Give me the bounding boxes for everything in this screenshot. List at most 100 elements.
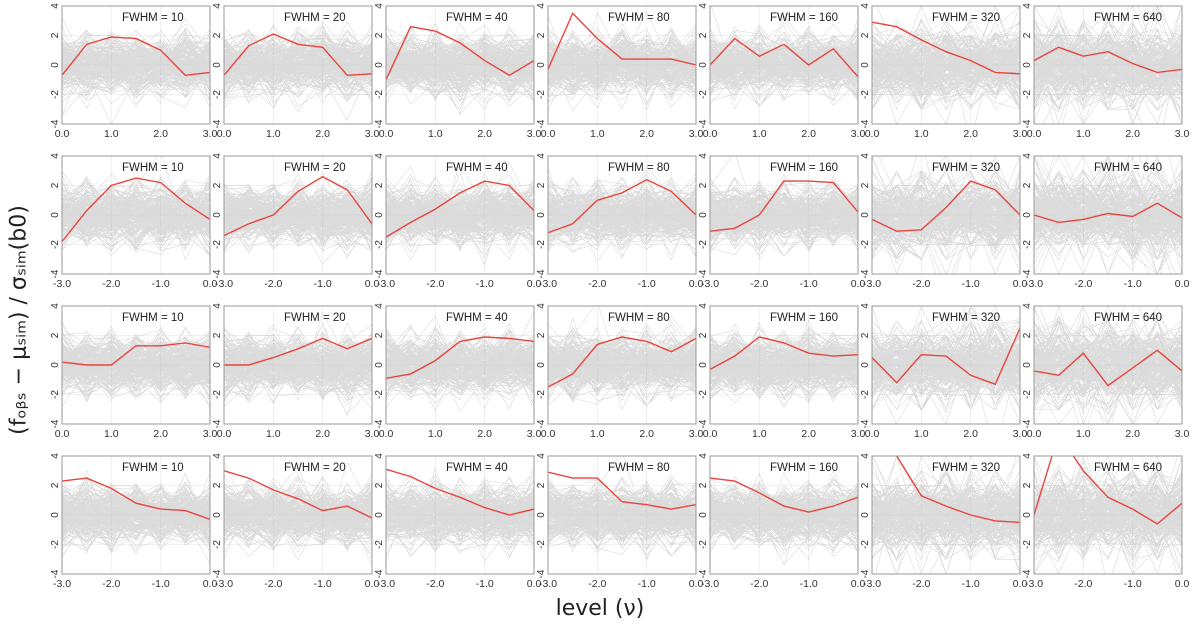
y-tick-label: 0 xyxy=(698,362,709,368)
y-tick-label: 0 xyxy=(860,362,871,368)
x-tick-label: 2.0 xyxy=(801,128,816,140)
observed-series-line xyxy=(710,477,858,513)
y-tick-label: 2 xyxy=(698,32,709,38)
x-tick-label: 1.0 xyxy=(266,428,281,440)
x-tick-label: 0.0 xyxy=(865,128,880,140)
observed-series-line xyxy=(1034,46,1182,74)
simulation-lines xyxy=(1034,6,1182,124)
simulation-lines xyxy=(224,170,372,265)
observed-line-group xyxy=(386,468,534,516)
x-tick-label: -1.0 xyxy=(476,578,494,590)
y-tick-label: 4 xyxy=(212,453,223,459)
panel-title: FWHM = 320 xyxy=(932,312,1000,324)
panel-frame xyxy=(709,305,859,425)
y-tick-label: 0 xyxy=(536,512,547,518)
x-tick-label: -3.0 xyxy=(215,278,233,290)
y-tick-label: -2 xyxy=(698,390,709,399)
x-tick-label: 2.0 xyxy=(1125,428,1140,440)
y-tick-label: -4 xyxy=(212,569,223,578)
x-tick-label: -2.0 xyxy=(912,278,930,290)
x-tick-label: 1.0 xyxy=(590,128,605,140)
observed-line-group xyxy=(224,33,372,77)
x-tick-label: 0.0 xyxy=(365,278,380,290)
simulation-line-bundle xyxy=(872,306,1020,424)
observed-line-group xyxy=(62,177,210,243)
y-tick-label: -2 xyxy=(212,240,223,249)
observed-line-group xyxy=(548,336,696,388)
panel-r3-c6: FWHM = 320 -4 -2 0 2 4 0.0 1.0 2.0 3.0 xyxy=(860,303,1027,440)
x-tick-label: 3.0 xyxy=(689,428,704,440)
y-tick-label: -4 xyxy=(374,419,385,428)
x-tick-label: 1.0 xyxy=(266,128,281,140)
x-tick-label: 0.0 xyxy=(1013,278,1028,290)
observed-line-group xyxy=(872,327,1020,386)
x-tick-label: 0.0 xyxy=(851,278,866,290)
x-tick-label: 0.0 xyxy=(851,578,866,590)
panel-r4-c6: FWHM = 320 -4 -2 0 2 4 -3.0 -2.0 -1.0 0.0 xyxy=(860,453,1027,590)
panel-title: FWHM = 640 xyxy=(1094,462,1162,474)
y-tick-label: 4 xyxy=(1022,153,1033,159)
panel-title: FWHM = 40 xyxy=(446,162,508,174)
y-tick-label: 0 xyxy=(1022,512,1033,518)
y-tick-label: -2 xyxy=(1022,240,1033,249)
x-tick-label: 2.0 xyxy=(477,128,492,140)
x-tick-label: -1.0 xyxy=(314,578,332,590)
panel-frame xyxy=(61,305,211,425)
y-tick-label: -4 xyxy=(374,269,385,278)
x-tick-label: 0.0 xyxy=(527,578,542,590)
y-tick-label: 2 xyxy=(50,32,61,38)
panel-r4-c1: FWHM = 10 -4 -2 0 2 4 -3.0 -2.0 -1.0 0.0 xyxy=(50,453,217,590)
panel-r2-c4: FWHM = 80 -4 -2 0 2 4 -3.0 -2.0 -1.0 0.0 xyxy=(536,153,703,290)
x-tick-label: -1.0 xyxy=(1124,578,1142,590)
y-tick-label: -4 xyxy=(536,119,547,128)
x-tick-label: -2.0 xyxy=(912,578,930,590)
x-tick-label: 2.0 xyxy=(153,428,168,440)
panel-frame xyxy=(385,305,535,425)
y-tick-label: -4 xyxy=(860,119,871,128)
panel-frame xyxy=(709,155,859,275)
observed-line-group xyxy=(548,178,696,234)
observed-line-group xyxy=(872,21,1020,75)
y-tick-label: 4 xyxy=(374,3,385,9)
y-tick-label: -4 xyxy=(1022,569,1033,578)
panel-title: FWHM = 40 xyxy=(446,462,508,474)
y-tick-label: 4 xyxy=(536,3,547,9)
simulation-line-bundle xyxy=(548,456,696,561)
x-tick-label: 0.0 xyxy=(689,278,704,290)
y-tick-label: 4 xyxy=(860,153,871,159)
panel-title: FWHM = 320 xyxy=(932,162,1000,174)
panel-r4-c5: FWHM = 160 -4 -2 0 2 4 -3.0 -2.0 -1.0 0.0 xyxy=(698,453,865,590)
panel-frame xyxy=(871,455,1021,575)
simulation-line-bundle xyxy=(872,6,1020,124)
observed-series-line xyxy=(872,327,1020,386)
panel-title: FWHM = 320 xyxy=(932,462,1000,474)
x-tick-label: 0.0 xyxy=(1175,578,1190,590)
y-tick-label: -4 xyxy=(212,419,223,428)
x-tick-label: -1.0 xyxy=(152,278,170,290)
y-tick-label: 4 xyxy=(536,303,547,309)
y-tick-label: 2 xyxy=(212,32,223,38)
y-tick-label: 2 xyxy=(374,182,385,188)
y-tick-label: -2 xyxy=(212,540,223,549)
x-tick-label: 3.0 xyxy=(527,128,542,140)
x-tick-label: 0.0 xyxy=(55,128,70,140)
y-tick-label: 4 xyxy=(860,303,871,309)
y-tick-label: 2 xyxy=(374,332,385,338)
x-tick-label: 0.0 xyxy=(365,578,380,590)
observed-series-line xyxy=(548,178,696,234)
simulation-line-bundle xyxy=(386,466,534,562)
x-tick-label: -1.0 xyxy=(800,278,818,290)
y-tick-label: 4 xyxy=(212,3,223,9)
y-tick-label: 4 xyxy=(50,3,61,9)
x-tick-label: 3.0 xyxy=(851,128,866,140)
y-tick-label: 2 xyxy=(212,482,223,488)
observed-series-line xyxy=(1034,349,1182,387)
y-tick-label: 4 xyxy=(698,153,709,159)
observed-series-line xyxy=(1034,202,1182,224)
panel-frame xyxy=(61,5,211,125)
simulation-lines xyxy=(62,16,210,124)
y-tick-label: 4 xyxy=(374,453,385,459)
x-tick-label: 1.0 xyxy=(104,428,119,440)
y-tick-label: 4 xyxy=(698,3,709,9)
